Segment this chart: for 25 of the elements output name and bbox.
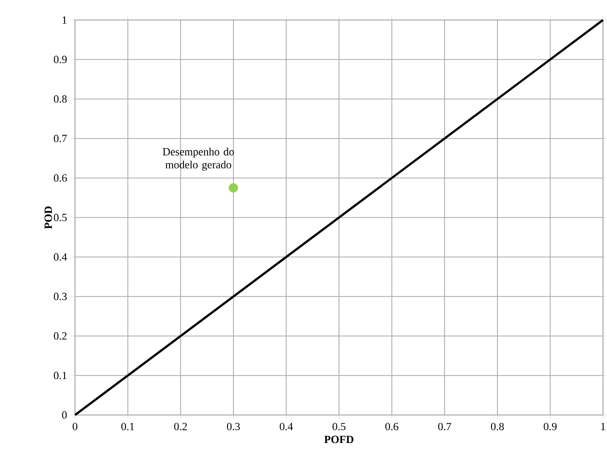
y-tick-label: 0 — [62, 411, 67, 419]
y-tick-label: 0.3 — [54, 292, 67, 300]
x-tick-label: 0.1 — [121, 422, 134, 430]
x-tick-label: 1 — [601, 422, 606, 430]
y-tick-label: 0.6 — [54, 174, 67, 182]
x-tick-label: 0.2 — [174, 422, 187, 430]
x-tick-label: 0 — [72, 422, 78, 430]
x-tick-label: 0.9 — [544, 422, 557, 430]
y-tick-label: 0.9 — [54, 56, 67, 64]
y-axis-title: POD — [44, 206, 52, 229]
y-tick-label: 0.5 — [54, 214, 67, 222]
x-tick-label: 0.7 — [438, 422, 452, 430]
y-tick-label: 0.2 — [54, 332, 67, 340]
y-tick-label: 0.1 — [54, 372, 66, 380]
x-axis-title: POFD — [324, 436, 354, 444]
y-tick-label: 1 — [62, 16, 66, 24]
y-tick-label: 0.7 — [54, 134, 67, 142]
x-tick-label: 0.5 — [332, 422, 346, 430]
x-tick-label: 0.8 — [490, 422, 504, 430]
x-tick-label: 0.6 — [385, 422, 398, 430]
x-tick-label: 0.3 — [226, 422, 240, 430]
annotation: Desempenho do modelo gerado — [162, 148, 234, 171]
y-tick-label: 0.8 — [54, 95, 67, 103]
y-tick-label: 0.4 — [54, 253, 67, 261]
x-tick-label: 0.4 — [280, 422, 293, 430]
